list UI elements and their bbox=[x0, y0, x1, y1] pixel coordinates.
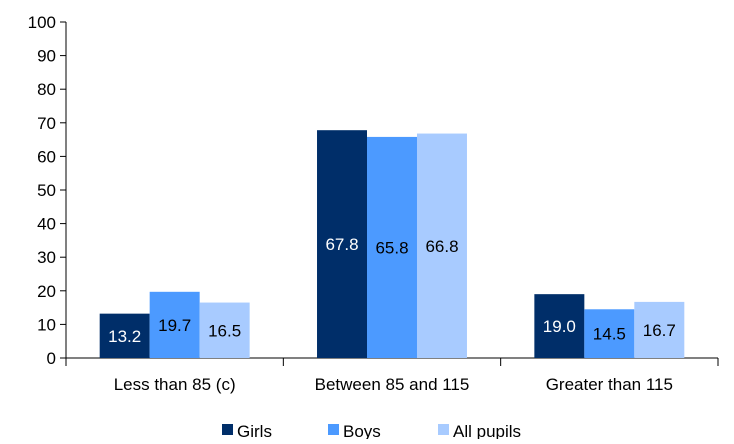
data-label: 66.8 bbox=[425, 237, 458, 256]
data-label: 19.7 bbox=[158, 316, 191, 335]
y-tick-label: 70 bbox=[37, 114, 56, 133]
data-label: 67.8 bbox=[325, 235, 358, 254]
legend-swatch bbox=[222, 424, 233, 435]
data-label: 16.5 bbox=[208, 321, 241, 340]
bar bbox=[99, 313, 150, 358]
data-label: 14.5 bbox=[593, 325, 626, 344]
y-tick-label: 50 bbox=[37, 181, 56, 200]
data-label: 13.2 bbox=[108, 327, 141, 346]
y-tick-label: 100 bbox=[28, 13, 56, 32]
data-label: 19.0 bbox=[543, 317, 576, 336]
bar bbox=[317, 130, 368, 358]
x-tick-label: Greater than 115 bbox=[546, 375, 673, 394]
legend-label: Girls bbox=[237, 422, 272, 439]
bar bbox=[634, 301, 685, 358]
legend-label: All pupils bbox=[453, 422, 521, 439]
x-tick-label: Between 85 and 115 bbox=[315, 375, 470, 394]
y-tick-label: 90 bbox=[37, 47, 56, 66]
y-tick-label: 60 bbox=[37, 147, 56, 166]
bar bbox=[149, 291, 200, 358]
x-tick-label: Less than 85 (c) bbox=[114, 375, 236, 394]
y-tick-label: 10 bbox=[37, 315, 56, 334]
legend-swatch bbox=[328, 424, 339, 435]
legend-swatch bbox=[438, 424, 449, 435]
y-tick-label: 40 bbox=[37, 215, 56, 234]
bar bbox=[416, 133, 467, 358]
bar bbox=[534, 294, 585, 358]
bar bbox=[199, 302, 250, 358]
y-tick-label: 30 bbox=[37, 248, 56, 267]
bar bbox=[584, 309, 635, 358]
bar bbox=[367, 136, 417, 358]
y-tick-label: 0 bbox=[47, 349, 56, 368]
data-label: 65.8 bbox=[375, 238, 408, 257]
y-tick-label: 80 bbox=[37, 80, 56, 99]
y-tick-label: 20 bbox=[37, 282, 56, 301]
legend-label: Boys bbox=[343, 422, 381, 439]
data-label: 16.7 bbox=[643, 321, 676, 340]
